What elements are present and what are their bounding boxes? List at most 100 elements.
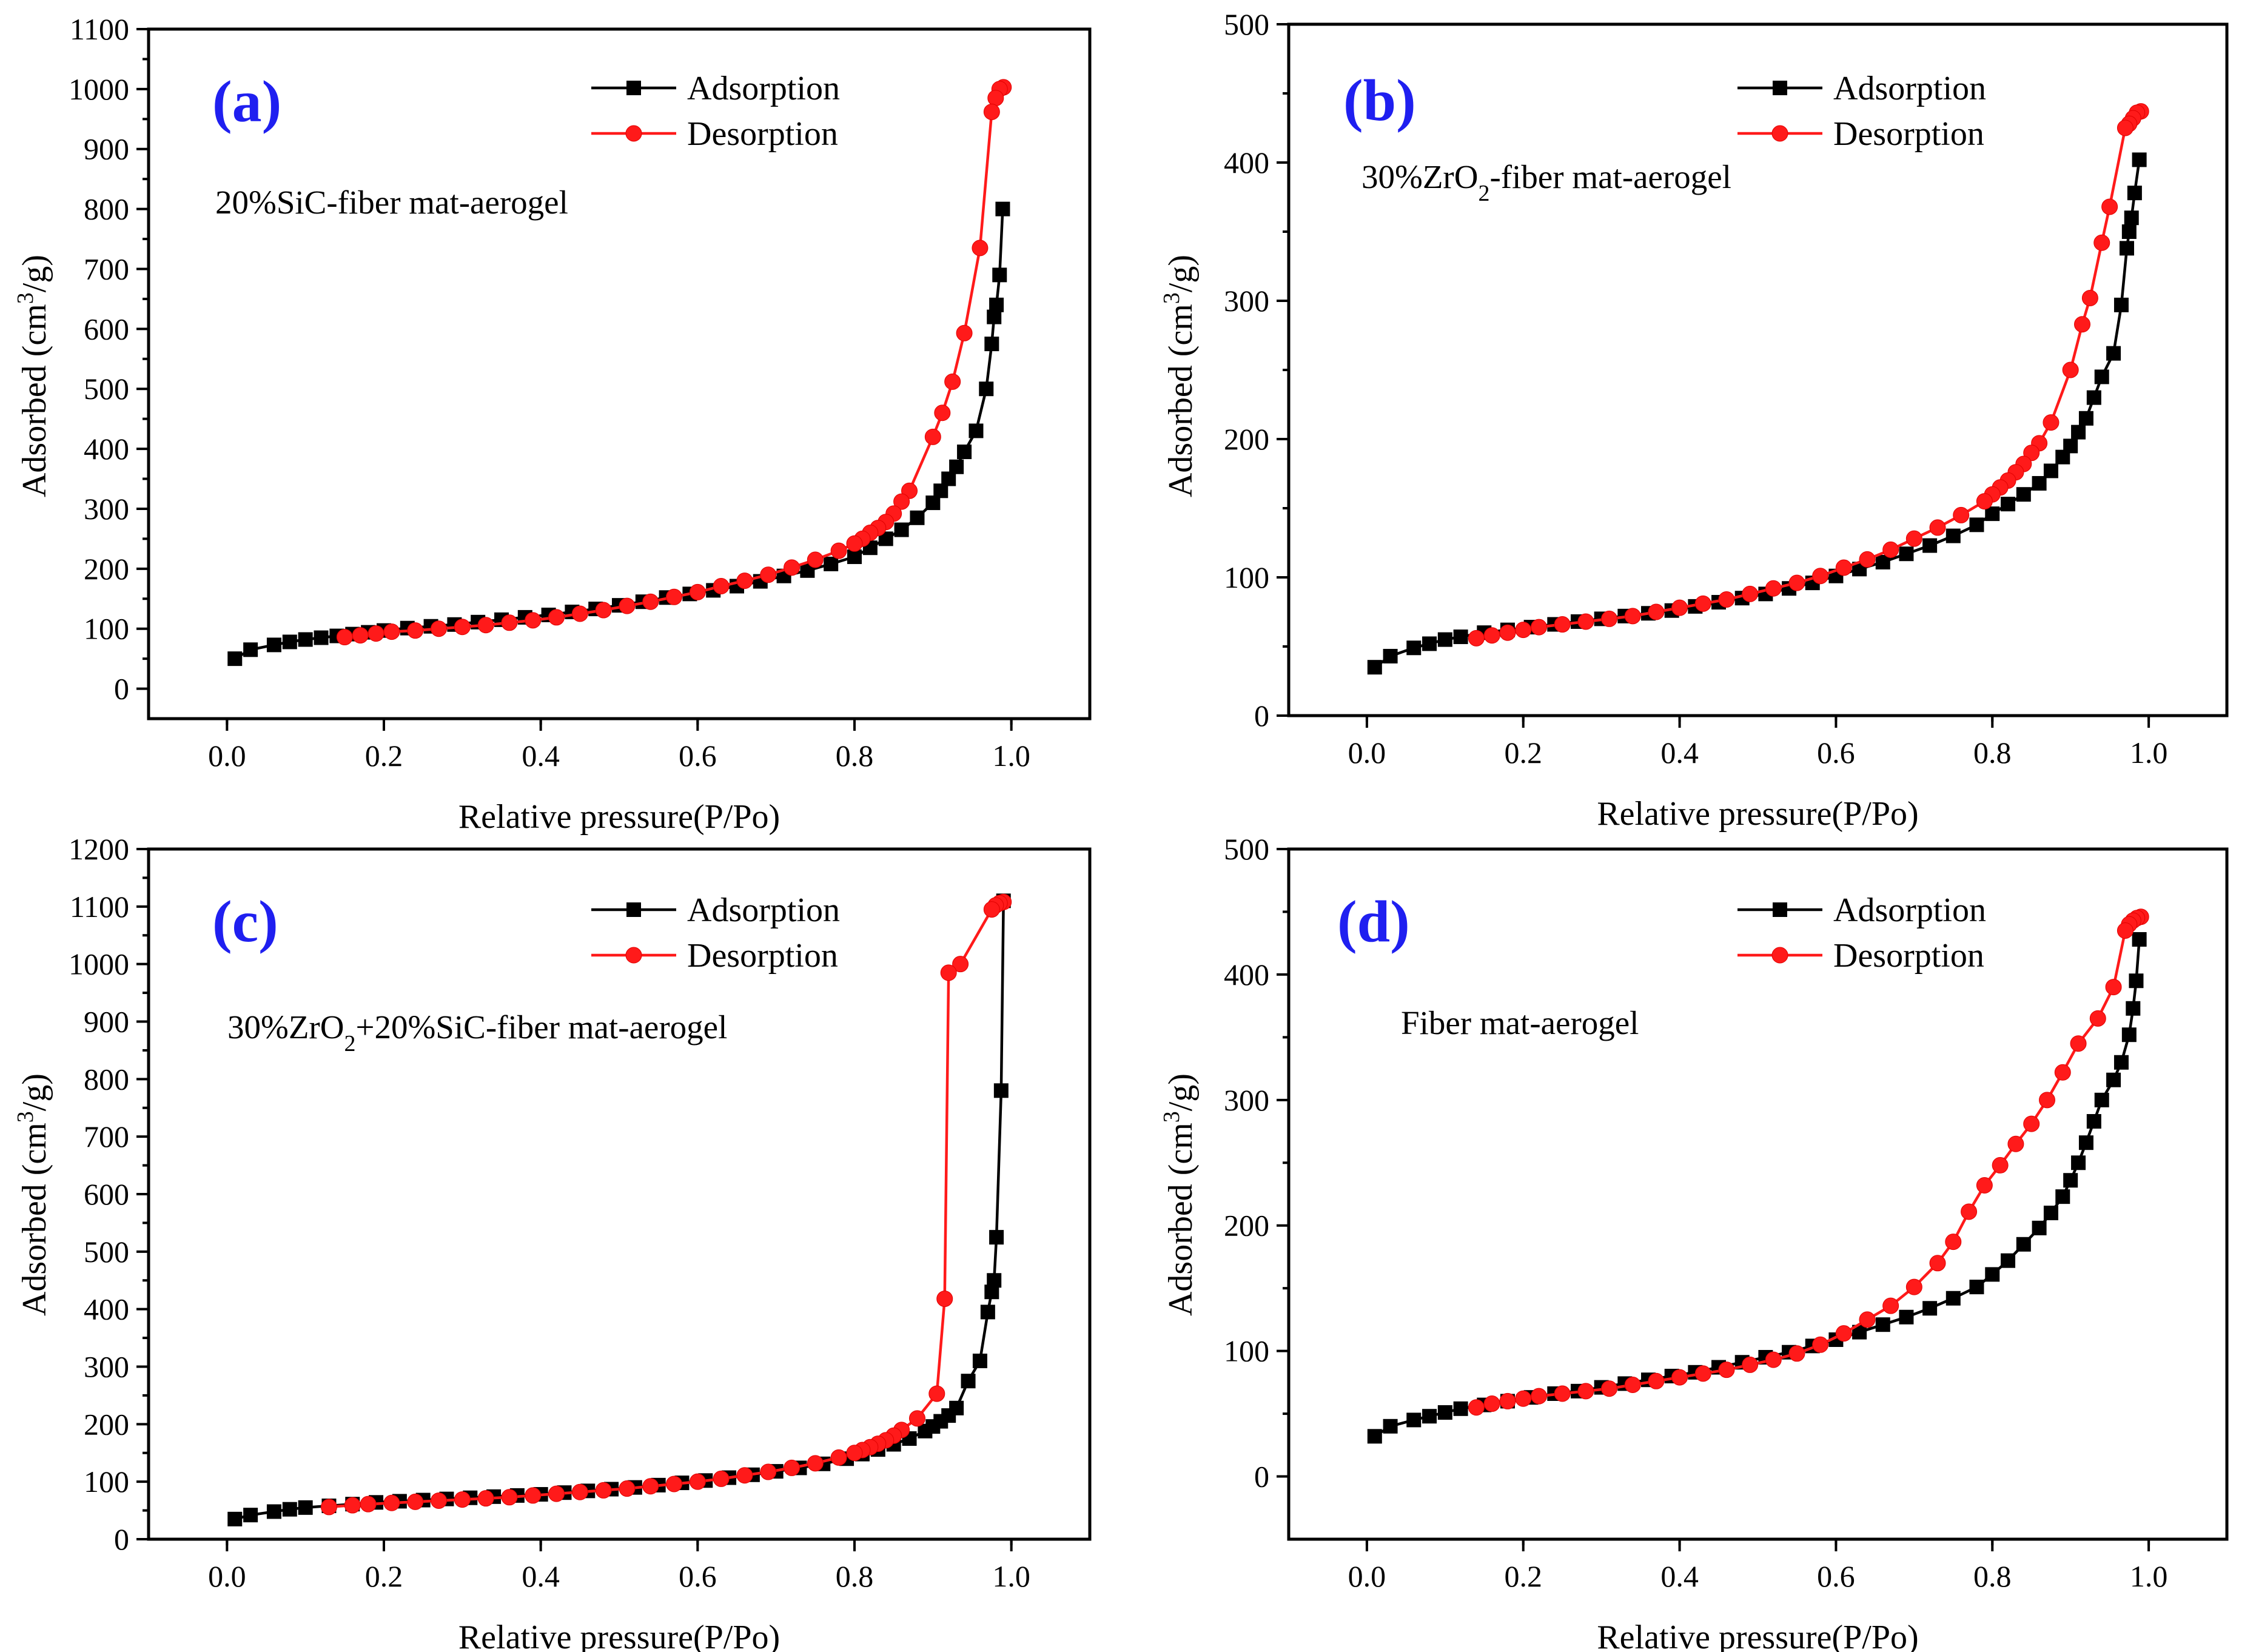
desorption-point <box>666 588 683 605</box>
x-tick-label: 1.0 <box>2130 736 2168 770</box>
plot-frame <box>1287 847 2229 1541</box>
adsorption-point <box>2055 1189 2070 1204</box>
adsorption-point <box>2086 390 2101 405</box>
adsorption-point <box>2132 932 2147 947</box>
desorption-point <box>1742 585 1759 602</box>
desorption-point <box>2117 922 2133 939</box>
y-tick-label: 100 <box>84 612 129 646</box>
y-axis-title-superscript: 3 <box>13 1111 38 1123</box>
adsorption-point <box>1367 1429 1382 1444</box>
desorption-point <box>2089 1010 2106 1027</box>
x-tick-label: 0.0 <box>208 739 246 773</box>
adsorption-point <box>282 634 297 650</box>
adsorption-point <box>1453 1401 1468 1416</box>
y-axis-title: Adsorbed (cm3/g) <box>1159 1073 1200 1316</box>
sample-label-main: 30%ZrO <box>227 1009 344 1046</box>
x-tick-label: 0.4 <box>522 739 560 773</box>
desorption-point <box>1554 1385 1571 1402</box>
adsorption-point <box>1922 1301 1938 1316</box>
desorption-point <box>320 1499 337 1516</box>
y-tick-label: 500 <box>1224 7 1269 41</box>
desorption-point <box>983 103 1000 120</box>
desorption-point <box>1718 591 1735 608</box>
x-tick-label: 1.0 <box>992 1559 1030 1593</box>
desorption-point <box>2023 1115 2040 1132</box>
y-tick-label: 500 <box>84 1235 129 1269</box>
adsorption-point <box>1922 538 1938 553</box>
x-axis-title: Relative pressure(P/Po) <box>458 1619 780 1652</box>
desorption-point <box>1859 1311 1876 1328</box>
adsorption-point <box>989 1230 1004 1245</box>
y-axis-title-main: Adsorbed (cm <box>16 1123 53 1316</box>
desorption-point <box>1835 1325 1852 1342</box>
adsorption-point <box>2078 411 2093 426</box>
x-tick-label: 0.8 <box>836 1559 874 1593</box>
desorption-point <box>431 620 448 637</box>
desorption-point <box>431 1492 448 1509</box>
desorption-point <box>1788 574 1805 591</box>
adsorption-point <box>1899 1309 1914 1325</box>
y-tick-label: 1000 <box>69 947 129 981</box>
desorption-point <box>952 956 969 973</box>
adsorption-point <box>2001 1253 2016 1268</box>
sample-label: 30%ZrO2+20%SiC-fiber mat-aerogel <box>227 1009 727 1056</box>
desorption-point <box>619 597 636 614</box>
adsorption-point <box>2016 487 2031 502</box>
desorption-point <box>2081 289 2098 306</box>
desorption-point <box>784 1459 801 1476</box>
adsorption-point <box>987 1273 1002 1288</box>
desorption-point <box>2074 316 2091 333</box>
y-tick-label: 1100 <box>70 890 129 924</box>
desorption-point <box>336 629 353 646</box>
desorption-point <box>1577 613 1594 630</box>
x-tick-label: 0.8 <box>1973 736 2012 770</box>
y-tick-label: 600 <box>84 1177 129 1211</box>
adsorption-point <box>1875 1317 1890 1332</box>
legend: Adsorption Desorption <box>1737 70 1986 153</box>
desorption-point <box>1601 1380 1618 1397</box>
desorption-point <box>1554 616 1571 633</box>
adsorption-point <box>314 630 329 645</box>
desorption-point <box>1835 559 1852 576</box>
legend-label: Desorption <box>1833 937 1984 975</box>
legend-label: Desorption <box>687 937 838 975</box>
series-line <box>329 901 1004 1509</box>
chart-panel-3: 0.0 0.2 0.4 0.6 0.8 1.0 0 100 200 300 400 500 600 700… <box>13 832 1092 1652</box>
desorption-point <box>1531 1388 1548 1405</box>
y-tick-label: 1100 <box>70 12 129 46</box>
adsorption-point <box>910 510 925 525</box>
adsorption-point <box>2106 1072 2121 1087</box>
desorption-point <box>407 622 424 639</box>
desorption-point <box>525 612 542 629</box>
adsorption-point <box>1985 1267 2000 1282</box>
desorption-point <box>1859 551 1876 568</box>
desorption-point <box>352 627 369 644</box>
y-tick-label: 800 <box>84 1062 129 1096</box>
adsorption-point <box>2106 346 2121 361</box>
desorption-point <box>1694 1365 1711 1382</box>
y-axis-title-main: Adsorbed (cm <box>1162 304 1200 497</box>
adsorption-point <box>894 522 909 537</box>
desorption-point <box>595 1482 612 1499</box>
y-tick-label: 100 <box>1224 1334 1269 1368</box>
desorption-point <box>1961 1203 1978 1220</box>
desorption-point <box>2043 414 2060 431</box>
desorption-point <box>689 583 706 600</box>
x-tick-label: 0.0 <box>208 1559 246 1593</box>
desorption-point <box>1905 1278 1922 1295</box>
desorption-point <box>383 623 400 640</box>
desorption-point <box>1671 599 1688 616</box>
adsorption-point <box>824 556 839 571</box>
desorption-point <box>548 609 565 626</box>
y-tick-label: 700 <box>84 252 129 286</box>
desorption-point <box>1499 1392 1516 1409</box>
y-tick-label: 900 <box>84 132 129 166</box>
adsorption-point <box>949 459 964 474</box>
y-axis-title-end: /g) <box>16 255 53 292</box>
y-tick-label: 0 <box>114 1522 129 1556</box>
y-tick-label: 200 <box>84 1407 129 1441</box>
desorption-point <box>1812 568 1829 585</box>
legend-circle-marker <box>1771 947 1788 964</box>
x-tick-label: 0.2 <box>1505 736 1543 770</box>
desorption-point <box>1468 630 1485 646</box>
